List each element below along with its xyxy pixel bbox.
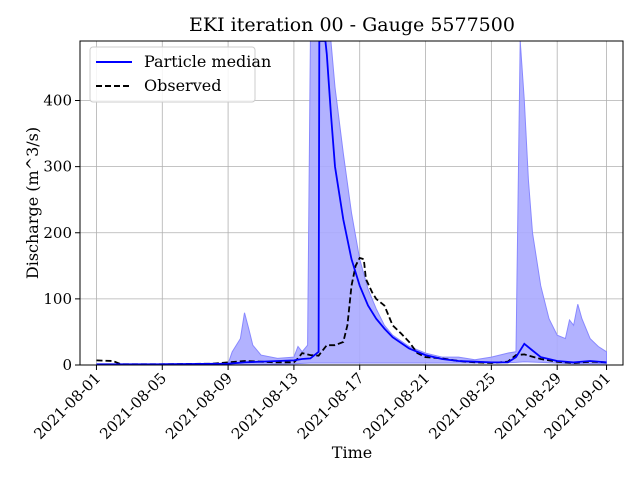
x-tick-label: 2021-08-09 xyxy=(162,369,236,443)
x-tick-label: 2021-08-17 xyxy=(294,369,368,443)
series-particle-median xyxy=(96,41,607,365)
x-axis-label: Time xyxy=(332,443,372,462)
plot-area xyxy=(96,41,607,365)
x-tick-label: 2021-08-13 xyxy=(228,369,302,443)
x-tick-label: 2021-08-05 xyxy=(96,369,170,443)
y-tick-label: 400 xyxy=(43,92,72,110)
y-tick-label: 200 xyxy=(43,224,72,242)
x-tick-label: 2021-08-21 xyxy=(359,369,433,443)
legend-observed-label: Observed xyxy=(144,76,221,95)
y-tick-label: 300 xyxy=(43,158,72,176)
legend-box xyxy=(89,46,256,103)
plot-frame xyxy=(79,40,624,366)
y-tick-label: 100 xyxy=(43,290,72,308)
x-tick-label: 2021-08-01 xyxy=(30,369,104,443)
x-tick-label: 2021-08-25 xyxy=(425,369,499,443)
y-tick-label: 0 xyxy=(62,356,72,374)
chart-title: EKI iteration 00 - Gauge 5577500 xyxy=(189,14,515,36)
y-axis-label: Discharge (m^3/s) xyxy=(23,127,42,279)
legend-median-label: Particle median xyxy=(144,52,271,71)
legend: Particle median Observed xyxy=(89,46,271,103)
